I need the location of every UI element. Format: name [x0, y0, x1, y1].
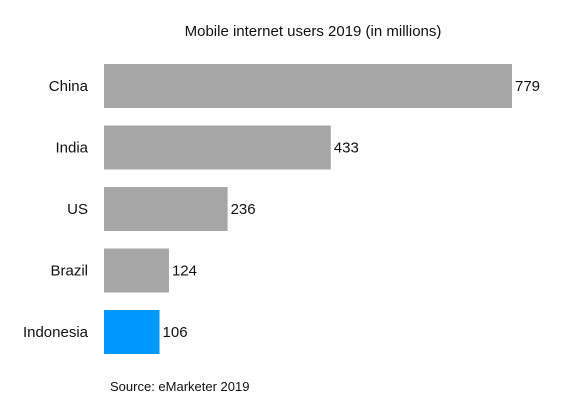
value-label-india: 433	[334, 140, 359, 157]
category-label-india: India	[55, 140, 88, 157]
source-note: Source: eMarketer 2019	[110, 379, 249, 394]
category-label-china: China	[49, 78, 89, 95]
value-labels: 779 433 236 124 106	[163, 78, 541, 341]
bar-china	[104, 64, 512, 108]
bars-layer	[104, 64, 512, 354]
bar-indonesia	[104, 310, 160, 354]
chart-title: Mobile internet users 2019 (in millions)	[185, 23, 442, 40]
category-label-us: US	[67, 201, 88, 218]
value-label-china: 779	[515, 78, 540, 95]
category-labels: China India US Brazil Indonesia	[23, 78, 89, 341]
bar-india	[104, 125, 331, 170]
value-label-brazil: 124	[172, 263, 197, 280]
bar-brazil	[104, 248, 169, 293]
value-label-us: 236	[231, 201, 256, 218]
value-label-indonesia: 106	[163, 324, 188, 341]
category-label-indonesia: Indonesia	[23, 324, 89, 341]
category-label-brazil: Brazil	[50, 263, 88, 280]
bar-us	[104, 187, 228, 231]
